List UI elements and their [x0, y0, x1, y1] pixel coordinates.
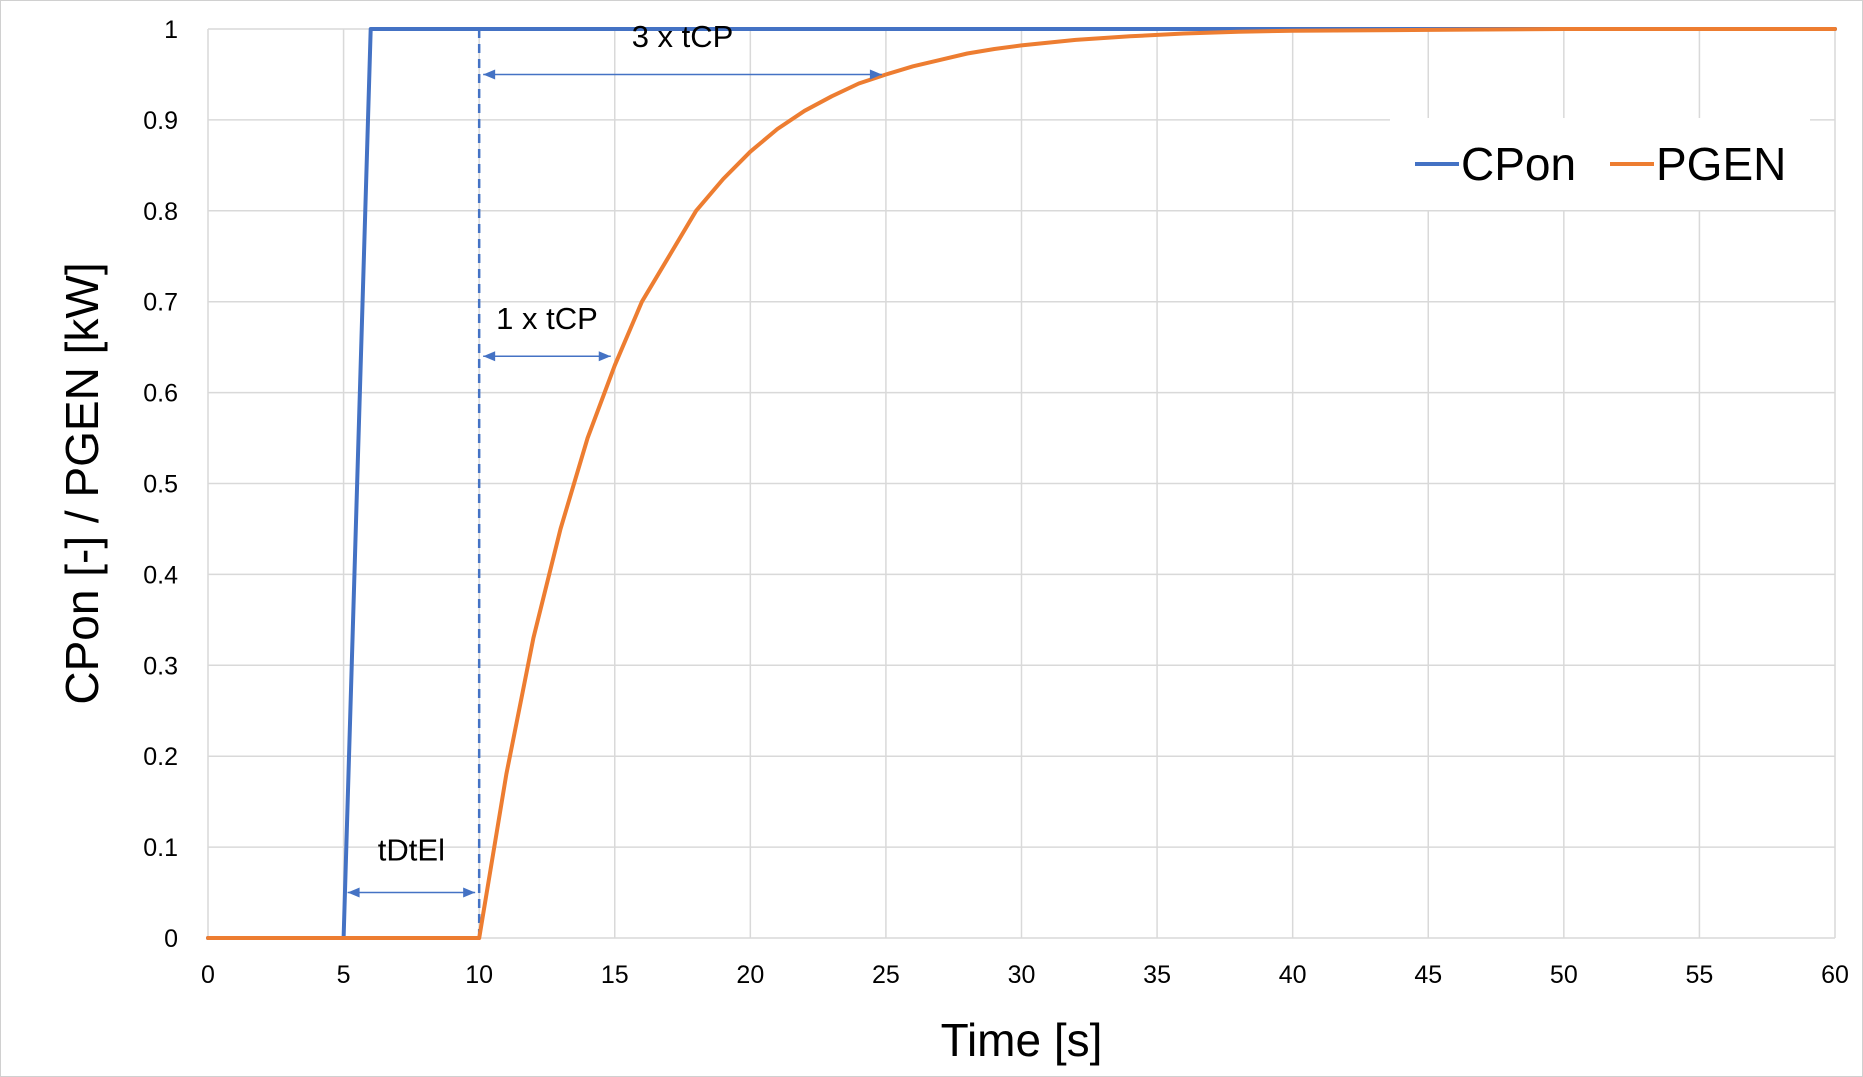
- legend-background: [1390, 118, 1810, 210]
- y-tick-label: 0.2: [143, 743, 178, 771]
- y-axis-title: CPon [-] / PGEN [kW]: [56, 262, 108, 704]
- x-tick-label: 60: [1821, 961, 1849, 989]
- annotation-arrowhead-right: [463, 887, 476, 898]
- x-tick-label: 45: [1414, 961, 1442, 989]
- y-tick-label: 0.9: [143, 107, 178, 135]
- annotation-arrowhead-right: [869, 69, 882, 80]
- legend-label-cpon: CPon: [1461, 138, 1576, 190]
- x-tick-label: 35: [1143, 961, 1171, 989]
- x-tick-label: 55: [1686, 961, 1714, 989]
- y-tick-label: 1: [164, 16, 178, 44]
- x-axis-title: Time [s]: [941, 1014, 1103, 1066]
- x-tick-label: 25: [872, 961, 900, 989]
- series-lines: [206, 27, 1837, 940]
- x-tick-labels: 0 5 10 15 20 25 30 35 40 45 50 55 60: [201, 961, 1849, 989]
- x-tick-label: 0: [201, 961, 215, 989]
- annotation-label: 1 x tCP: [496, 301, 598, 336]
- x-tick-label: 5: [337, 961, 351, 989]
- x-tick-label: 40: [1279, 961, 1307, 989]
- y-tick-label: 0: [164, 925, 178, 953]
- annotation-arrowhead-left: [347, 887, 360, 898]
- annotation-arrowhead-left: [483, 69, 496, 80]
- legend: CPon PGEN: [1390, 118, 1810, 210]
- x-tick-label: 30: [1008, 961, 1036, 989]
- y-tick-label: 0.6: [143, 380, 178, 408]
- series-line-pgen: [206, 27, 1837, 940]
- y-tick-labels: 0 0.1 0.2 0.3 0.4 0.5 0.6 0.7 0.8 0.9 1: [143, 16, 178, 953]
- y-tick-label: 0.8: [143, 198, 178, 226]
- x-tick-label: 20: [736, 961, 764, 989]
- annotation-label: tDtEl: [378, 833, 445, 868]
- y-tick-label: 0.3: [143, 652, 178, 680]
- y-tick-label: 0.4: [143, 561, 178, 589]
- y-tick-label: 0.1: [143, 834, 178, 862]
- x-tick-label: 10: [465, 961, 493, 989]
- x-tick-label: 50: [1550, 961, 1578, 989]
- annotations: tDtEl 1 x tCP 3 x tCP: [347, 19, 882, 898]
- legend-label-pgen: PGEN: [1656, 138, 1786, 190]
- annotation-arrowhead-right: [598, 351, 611, 362]
- annotation-label: 3 x tCP: [632, 19, 734, 54]
- annotation-arrowhead-left: [483, 351, 496, 362]
- x-tick-label: 15: [601, 961, 629, 989]
- y-tick-label: 0.7: [143, 289, 178, 317]
- y-tick-label: 0.5: [143, 471, 178, 499]
